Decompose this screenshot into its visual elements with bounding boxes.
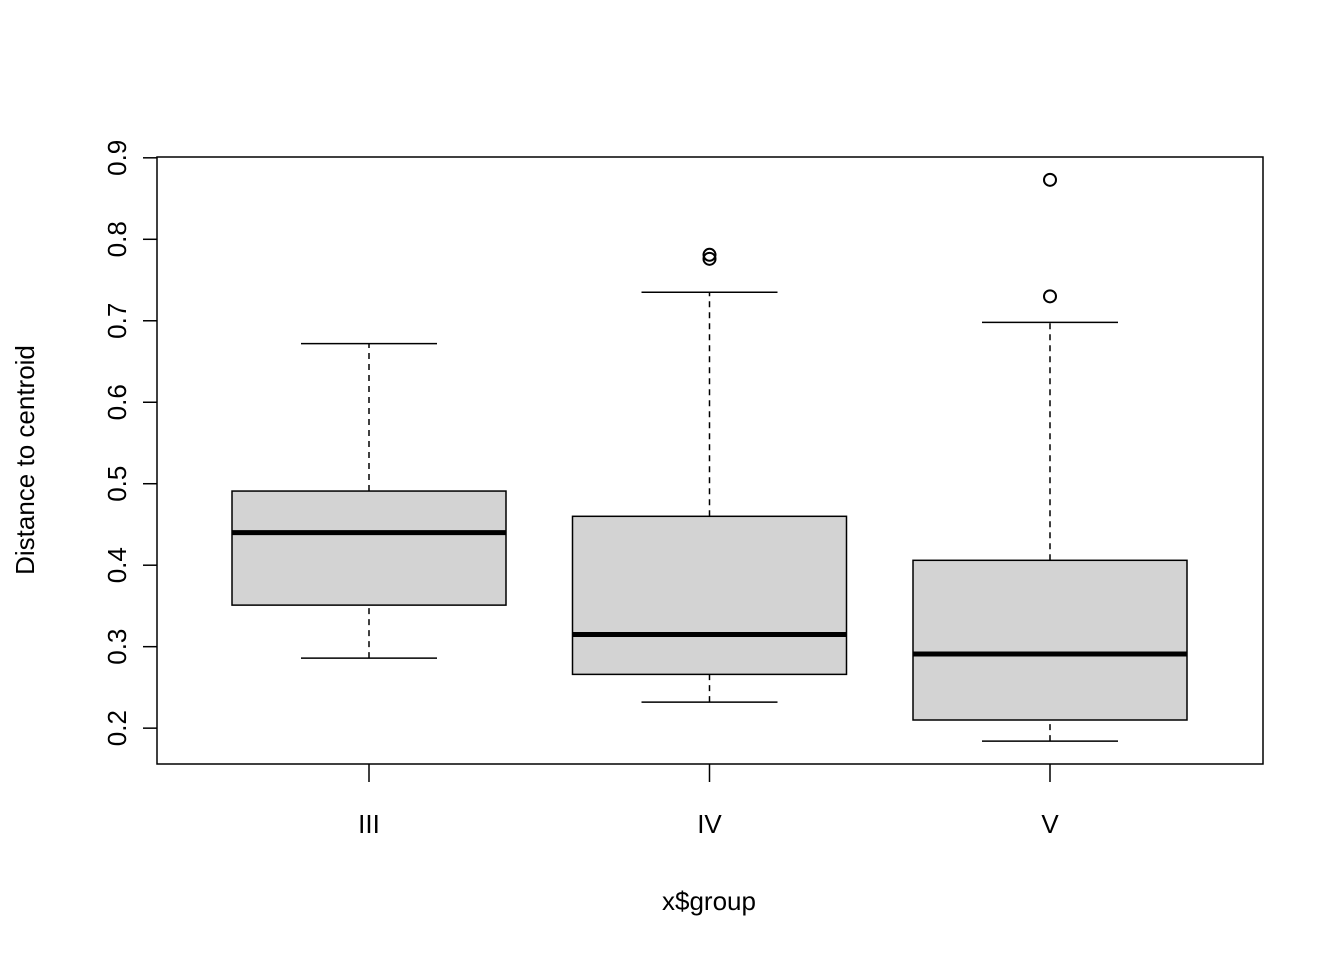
outlier	[702, 251, 717, 266]
outlier	[1043, 172, 1057, 187]
y-tick-label: 0.3	[102, 629, 132, 665]
x-tick-label: III	[358, 809, 380, 839]
box	[912, 559, 1188, 721]
y-axis-label: Distance to centroid	[10, 345, 40, 575]
box	[571, 515, 848, 676]
y-tick-label: 0.9	[102, 140, 132, 176]
outlier	[702, 247, 717, 262]
y-tick-label: 0.8	[102, 221, 132, 257]
box	[231, 490, 507, 606]
y-tick-label: 0.2	[102, 710, 132, 746]
y-tick-label: 0.6	[102, 384, 132, 420]
y-tick-label: 0.5	[102, 466, 132, 502]
y-tick-label: 0.7	[102, 303, 132, 339]
outlier	[1043, 289, 1057, 304]
x-tick-label: V	[1041, 809, 1059, 839]
y-tick-label: 0.4	[102, 547, 132, 583]
x-axis-label: x$group	[662, 886, 756, 916]
x-tick-label: IV	[697, 809, 722, 839]
